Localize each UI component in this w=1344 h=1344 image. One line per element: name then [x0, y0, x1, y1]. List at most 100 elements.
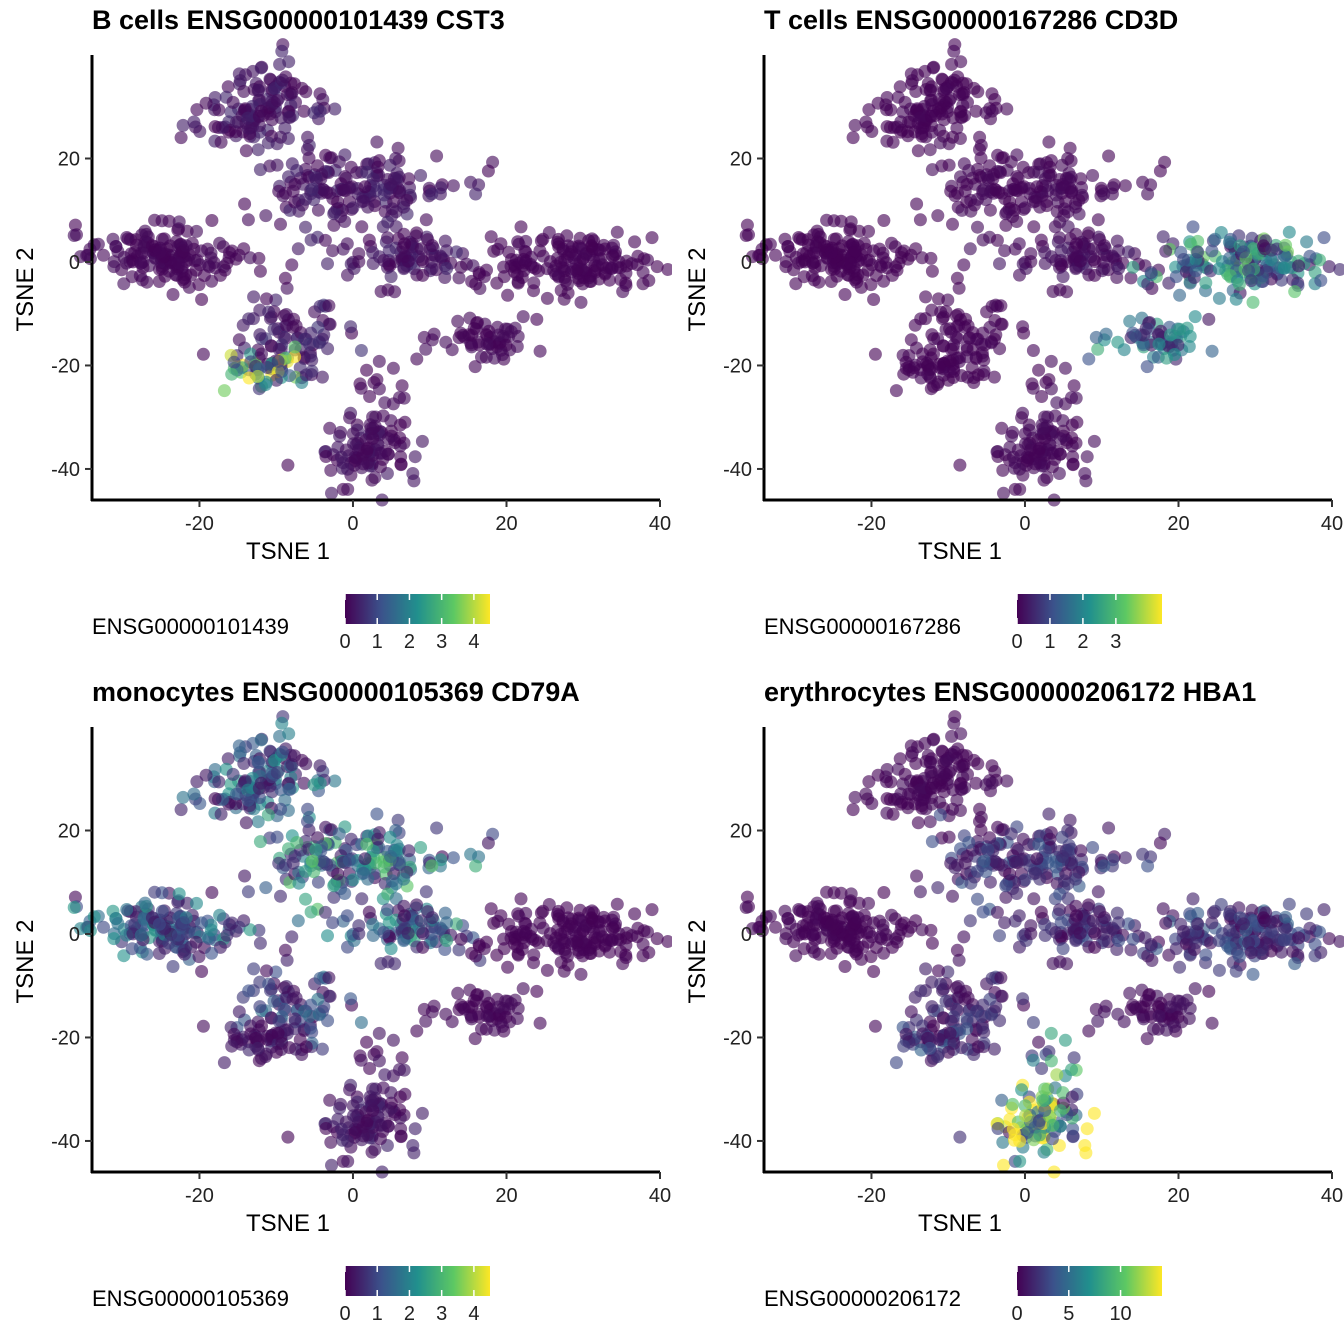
data-point — [981, 843, 995, 857]
data-point — [962, 836, 976, 849]
data-point — [976, 349, 990, 363]
data-point — [270, 830, 284, 844]
data-point — [378, 396, 392, 410]
data-point — [871, 96, 885, 110]
data-point — [259, 881, 273, 895]
data-point — [915, 923, 929, 937]
data-point — [867, 916, 880, 930]
data-point — [511, 1001, 525, 1015]
data-point — [388, 957, 402, 971]
data-point — [303, 1009, 317, 1023]
data-point — [204, 923, 218, 937]
data-point — [954, 110, 968, 124]
data-point — [939, 322, 953, 336]
data-point — [232, 1005, 246, 1019]
data-point — [1082, 898, 1096, 912]
data-point — [827, 904, 841, 918]
data-point — [363, 390, 377, 403]
data-point — [947, 364, 961, 378]
data-point — [374, 1118, 388, 1132]
data-point — [949, 981, 963, 995]
data-point — [880, 120, 894, 134]
data-point — [1317, 231, 1331, 245]
data-point — [877, 214, 891, 227]
data-point — [446, 851, 460, 865]
data-point — [1034, 905, 1048, 919]
data-point — [1030, 180, 1044, 194]
data-point — [199, 96, 213, 110]
colorbar-tick-label: 10 — [1109, 1303, 1131, 1325]
data-point — [783, 917, 797, 930]
data-point — [583, 275, 597, 288]
data-point — [225, 1039, 239, 1053]
data-point — [931, 378, 944, 392]
data-point — [484, 902, 498, 916]
data-point — [1124, 943, 1138, 957]
data-point — [806, 256, 820, 270]
colorbar-tick-label: 0 — [339, 631, 350, 653]
data-point — [516, 982, 530, 996]
data-point — [1037, 473, 1051, 487]
data-point — [923, 815, 937, 829]
data-point — [911, 144, 925, 158]
data-point — [280, 319, 294, 332]
data-point — [953, 458, 967, 472]
data-point — [288, 178, 302, 191]
data-point — [497, 270, 511, 284]
data-point — [867, 244, 880, 258]
data-point — [1014, 182, 1028, 196]
data-point — [1004, 827, 1018, 841]
data-point — [994, 299, 1008, 313]
data-point — [362, 905, 376, 919]
data-point — [1080, 450, 1094, 464]
data-point — [259, 378, 272, 392]
data-point — [366, 1103, 380, 1117]
data-point — [946, 802, 960, 816]
data-point — [1045, 1132, 1059, 1146]
data-point — [885, 236, 899, 250]
data-point — [1088, 940, 1102, 954]
data-point — [243, 251, 257, 265]
data-point — [1121, 917, 1135, 931]
data-point — [357, 194, 370, 208]
data-point — [238, 869, 252, 883]
data-point — [1292, 931, 1306, 945]
y-tick-label: -40 — [51, 459, 80, 481]
data-point — [290, 836, 304, 849]
data-point — [960, 850, 974, 863]
data-point — [607, 238, 621, 252]
data-point — [238, 197, 252, 211]
x-tick-label: 0 — [347, 513, 358, 535]
data-point — [313, 776, 327, 790]
data-point — [134, 928, 148, 942]
data-point — [260, 964, 273, 978]
data-point — [1053, 1104, 1067, 1118]
data-point — [1277, 933, 1291, 947]
data-point — [232, 739, 246, 753]
data-point — [67, 901, 81, 914]
data-point — [1205, 916, 1219, 930]
data-point — [846, 131, 860, 145]
data-point — [947, 745, 961, 759]
data-point — [925, 936, 939, 950]
data-point — [1191, 245, 1205, 259]
data-point — [1055, 830, 1069, 844]
data-point — [394, 458, 408, 472]
data-point — [605, 933, 619, 947]
data-point — [67, 229, 81, 242]
data-point — [583, 947, 597, 960]
data-point — [871, 768, 885, 782]
data-point — [1123, 314, 1137, 328]
data-point — [505, 925, 518, 938]
data-point — [898, 767, 912, 781]
data-point — [496, 348, 509, 361]
data-point — [950, 271, 964, 285]
data-point — [859, 115, 873, 129]
data-point — [372, 354, 386, 368]
data-point — [492, 328, 505, 342]
data-point — [481, 164, 495, 178]
data-point — [416, 927, 430, 940]
point-layer — [739, 710, 1344, 1179]
